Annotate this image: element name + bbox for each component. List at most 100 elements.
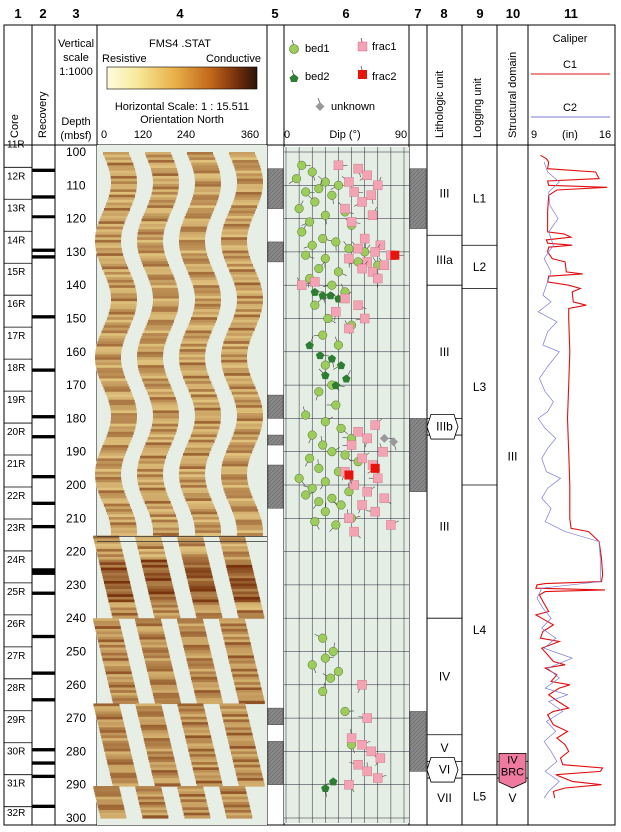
fms-strip xyxy=(138,714,165,718)
fms-strip xyxy=(153,695,180,699)
fms-strip xyxy=(222,367,249,372)
fms-strip xyxy=(228,266,255,270)
fms-strip xyxy=(142,732,169,737)
fms-strip xyxy=(194,421,221,425)
fms-strip xyxy=(154,700,181,705)
fms-strip xyxy=(148,434,175,438)
fms-strip xyxy=(154,615,181,619)
fms-strip xyxy=(109,687,136,691)
fms-strip xyxy=(148,202,175,206)
fms-strip xyxy=(184,215,211,220)
fms-strip xyxy=(223,458,250,462)
recovery-bar xyxy=(32,475,55,479)
fms-strip xyxy=(95,359,122,364)
fms-strip xyxy=(140,639,167,643)
fms-strip xyxy=(183,810,210,814)
fms-strip xyxy=(101,447,128,451)
lith-unit-callout xyxy=(426,414,459,440)
fms-strip xyxy=(194,295,221,300)
dip-point-bed1 xyxy=(331,520,341,530)
dip-point-bed1 xyxy=(314,497,324,507)
fms-strip xyxy=(219,620,246,625)
fms-strip xyxy=(179,479,206,483)
fms-strip xyxy=(144,740,171,745)
fms-strip xyxy=(185,655,212,659)
fms-strip xyxy=(138,250,165,254)
recovery-bar xyxy=(32,774,55,779)
fms-strip xyxy=(95,474,122,478)
fms-strip xyxy=(233,397,260,401)
fms-strip xyxy=(140,724,167,729)
fms-strip xyxy=(146,666,173,670)
fms-strip xyxy=(182,639,209,643)
legend-bed2: bed2 xyxy=(305,71,329,83)
fms-strip xyxy=(98,556,125,561)
fms-strip xyxy=(224,724,251,729)
dip-point-bed2 xyxy=(329,777,338,786)
fms-strip xyxy=(110,527,137,531)
fms-strip xyxy=(138,634,165,638)
fms-strip xyxy=(182,338,209,342)
fms-strip xyxy=(137,242,164,246)
fms-strip xyxy=(185,263,212,268)
fms-strip xyxy=(192,516,219,521)
fms-strip xyxy=(177,538,204,542)
fms-strip xyxy=(181,458,208,462)
fms-strip xyxy=(95,349,122,353)
fms-strip xyxy=(143,213,170,217)
fms-strip xyxy=(107,431,134,435)
fms-strip xyxy=(182,490,209,494)
fms-strip xyxy=(194,772,221,776)
fms-strip xyxy=(230,439,257,443)
fms-strip xyxy=(147,586,174,590)
fms-strip xyxy=(148,159,175,164)
dip-point-frac1 xyxy=(367,267,378,277)
fms-strip xyxy=(101,570,128,574)
fms-strip xyxy=(109,423,136,427)
fms-strip xyxy=(190,759,217,763)
fms-strip xyxy=(193,285,220,289)
fms-strip xyxy=(221,354,248,358)
fms-strip xyxy=(137,357,164,361)
dip-point-bed2 xyxy=(321,371,330,380)
fms-strip xyxy=(179,239,206,244)
fms-strip xyxy=(236,405,263,409)
fms-strip xyxy=(178,626,205,630)
dip-point-bed1 xyxy=(327,493,337,503)
legend-bed1-marker xyxy=(289,44,299,54)
fms-strip xyxy=(148,317,175,321)
dip-point-frac1 xyxy=(373,473,383,484)
dip-point-bed1 xyxy=(318,330,328,340)
dip-point-frac1 xyxy=(362,170,372,181)
fms-strip xyxy=(110,418,137,422)
fms-strip xyxy=(111,610,138,614)
fms-strip xyxy=(234,311,261,316)
fms-strip xyxy=(152,772,179,776)
fms-strip xyxy=(194,290,221,294)
fms-strip xyxy=(101,381,128,385)
legend-bed2-marker xyxy=(289,74,299,82)
fms-strip xyxy=(110,175,137,180)
fms-strip xyxy=(144,266,171,270)
fms-strip xyxy=(180,250,207,254)
fms-strip xyxy=(227,498,254,502)
fms-strip xyxy=(221,471,248,475)
column-number-8: 8 xyxy=(440,6,447,21)
core-label-18R: 18R xyxy=(7,363,25,374)
dip-point-bed1 xyxy=(318,440,328,450)
fms-strip xyxy=(179,242,206,246)
fms-strip xyxy=(105,274,132,278)
core-label-25R: 25R xyxy=(7,587,25,598)
core-label-28R: 28R xyxy=(7,683,25,694)
lith-unit-label-8: VII xyxy=(437,791,452,805)
fms-strip xyxy=(193,604,220,609)
fms-strip xyxy=(181,636,208,641)
column-number-3: 3 xyxy=(72,6,79,21)
fms-strip xyxy=(179,351,206,356)
orientation-ticks: 0 120 240 360 xyxy=(101,129,259,141)
fms-strip xyxy=(102,572,129,577)
log-unit-label-0: L1 xyxy=(473,192,487,206)
depth-tick-260: 260 xyxy=(66,678,86,692)
fms-strip xyxy=(194,418,221,422)
fms-strip xyxy=(137,479,164,483)
